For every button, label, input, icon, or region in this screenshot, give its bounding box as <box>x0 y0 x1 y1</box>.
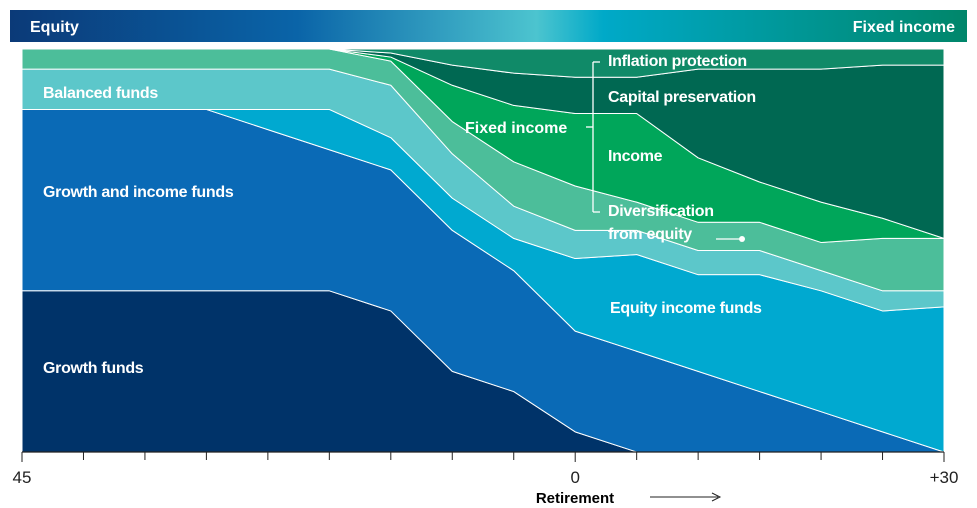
series-label: Inflation protection <box>608 53 747 70</box>
x-axis: 45 0 +30 <box>13 451 959 487</box>
series-label: Income <box>608 148 663 165</box>
bar-right-label: Fixed income <box>853 19 955 36</box>
series-label: Diversification from equity <box>608 203 714 243</box>
direction-bar <box>10 10 967 42</box>
arrow-head <box>711 492 722 502</box>
bracket-label: Fixed income <box>465 120 567 137</box>
bracket <box>586 61 742 240</box>
x-tick-label: +30 <box>930 468 959 487</box>
series-label: Balanced funds <box>43 85 158 102</box>
pointer-dot <box>739 236 745 242</box>
series-label: Growth funds <box>43 360 144 377</box>
series-label: Growth and income funds <box>43 184 234 201</box>
area <box>21 48 945 78</box>
series-label: Equity income funds <box>610 300 762 317</box>
areas <box>21 48 945 453</box>
x-tick-label: 0 <box>570 468 579 487</box>
x-tick-label: 45 <box>13 468 32 487</box>
bar-left-label: Equity <box>30 19 79 36</box>
x-axis-label: Retirement <box>536 490 614 507</box>
series-label: Capital preservation <box>608 89 756 106</box>
